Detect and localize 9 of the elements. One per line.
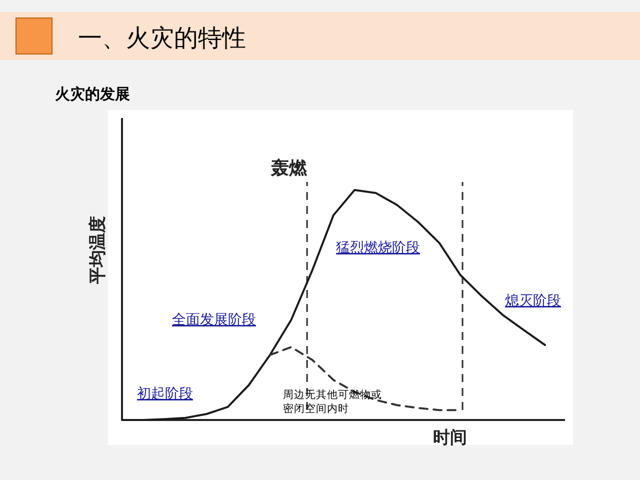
annotation: 熄灭阶段 [505,292,561,308]
annotation: 全面发展阶段 [172,311,256,327]
chart-title: 一、火灾的特性 [78,25,246,52]
x-axis-title: 时间 [433,428,467,447]
text: 轰燃 [270,158,308,178]
y-axis-title: 平均温度 [88,216,107,285]
annotation: 初起阶段 [137,385,193,401]
annotation: 猛烈燃烧阶段 [336,239,420,255]
chart-subtitle: 火灾的发展 [55,85,130,103]
